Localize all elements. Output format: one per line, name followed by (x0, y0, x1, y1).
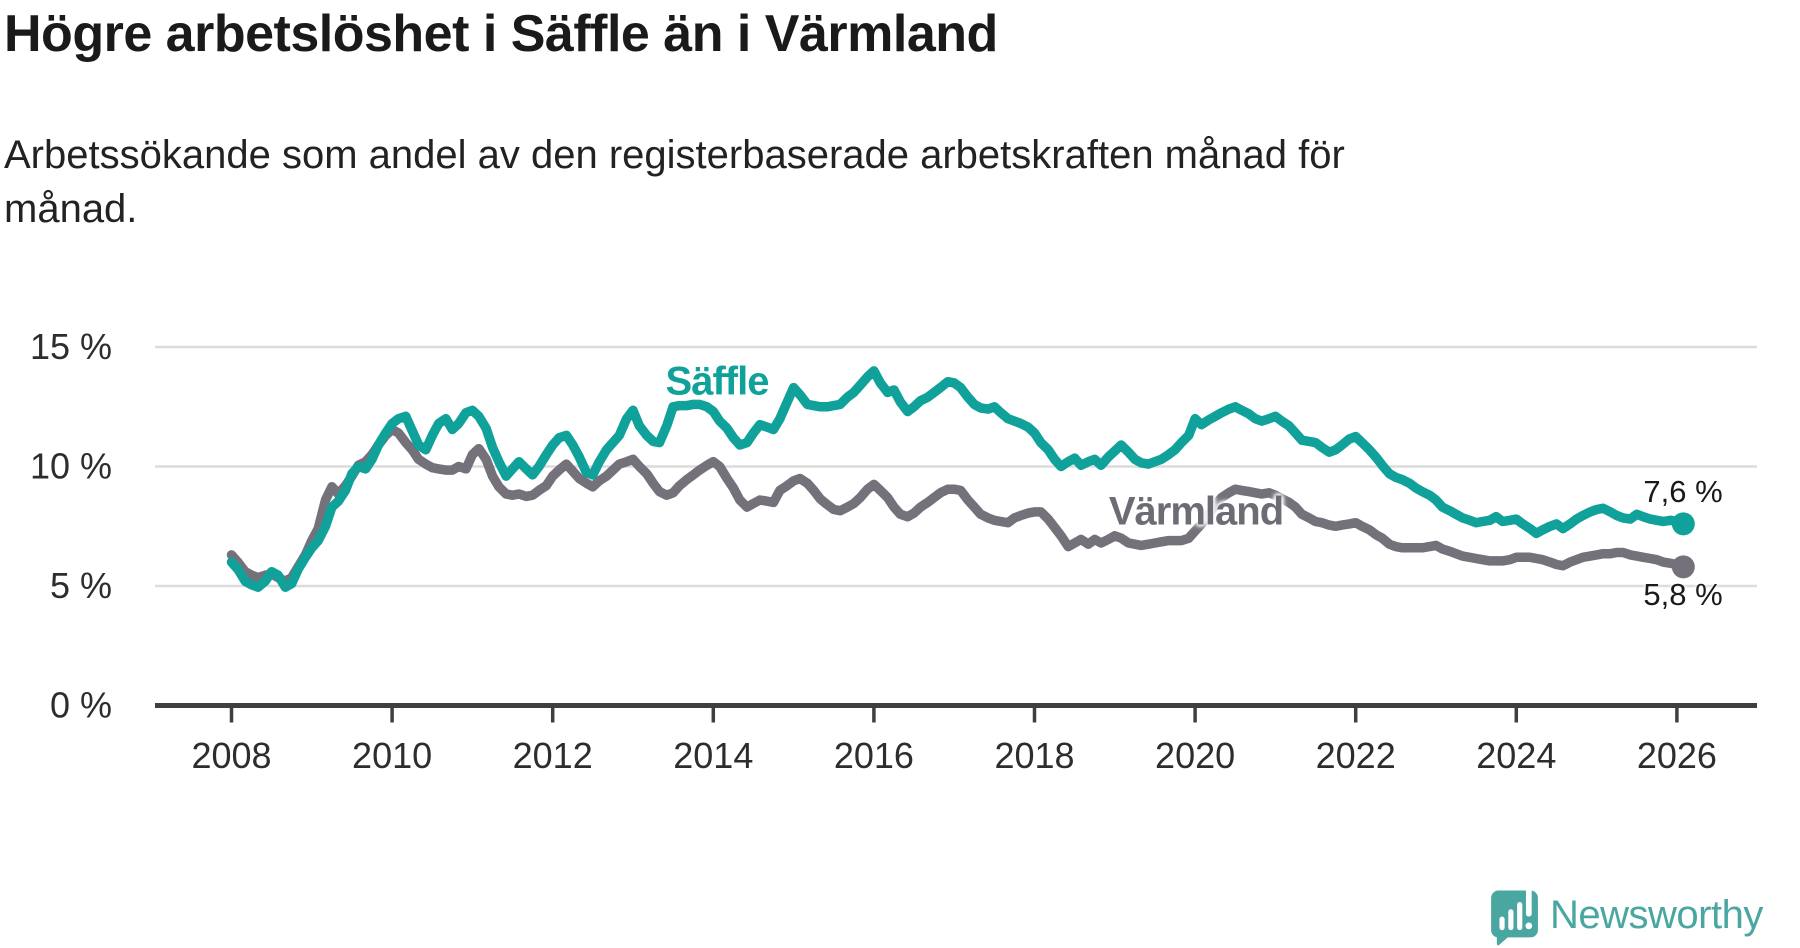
x-axis-tick-label: 2014 (673, 735, 753, 776)
x-axis-tick-label: 2010 (352, 735, 432, 776)
y-axis-tick-label: 0 % (50, 685, 112, 726)
series-line-säffle (226, 366, 1689, 592)
x-axis-tick-label: 2008 (191, 735, 271, 776)
x-axis-tick-label: 2016 (834, 735, 914, 776)
y-axis-tick-label: 10 % (30, 446, 112, 487)
chart-title: Högre arbetslöshet i Säffle än i Värmlan… (4, 5, 998, 63)
series-label-varmland: Värmland (1108, 489, 1284, 534)
x-axis-tick-label: 2024 (1476, 735, 1556, 776)
newsworthy-logo: Newsworthy (1488, 884, 1763, 946)
series-line-värmland (226, 424, 1689, 586)
newsworthy-logo-text: Newsworthy (1550, 892, 1763, 937)
x-axis-tick-label: 2020 (1155, 735, 1235, 776)
series-end-dot-värmland (1671, 555, 1695, 579)
y-axis-tick-label: 5 % (50, 565, 112, 606)
x-axis-tick-label: 2012 (513, 735, 593, 776)
x-axis-tick-label: 2026 (1637, 735, 1717, 776)
end-value-label-saffle: 7,6 % (1643, 474, 1723, 509)
chart-subtitle: Arbetssökande som andel av den registerb… (4, 133, 1345, 231)
series-end-dot-säffle (1671, 512, 1695, 536)
newsworthy-logo-icon (1491, 885, 1538, 946)
end-value-label-varmland: 5,8 % (1643, 577, 1723, 612)
x-axis-tick-label: 2018 (994, 735, 1074, 776)
y-axis-tick-label: 15 % (30, 326, 112, 367)
series-label-saffle: Säffle (665, 359, 770, 404)
x-axis-tick-label: 2022 (1316, 735, 1396, 776)
